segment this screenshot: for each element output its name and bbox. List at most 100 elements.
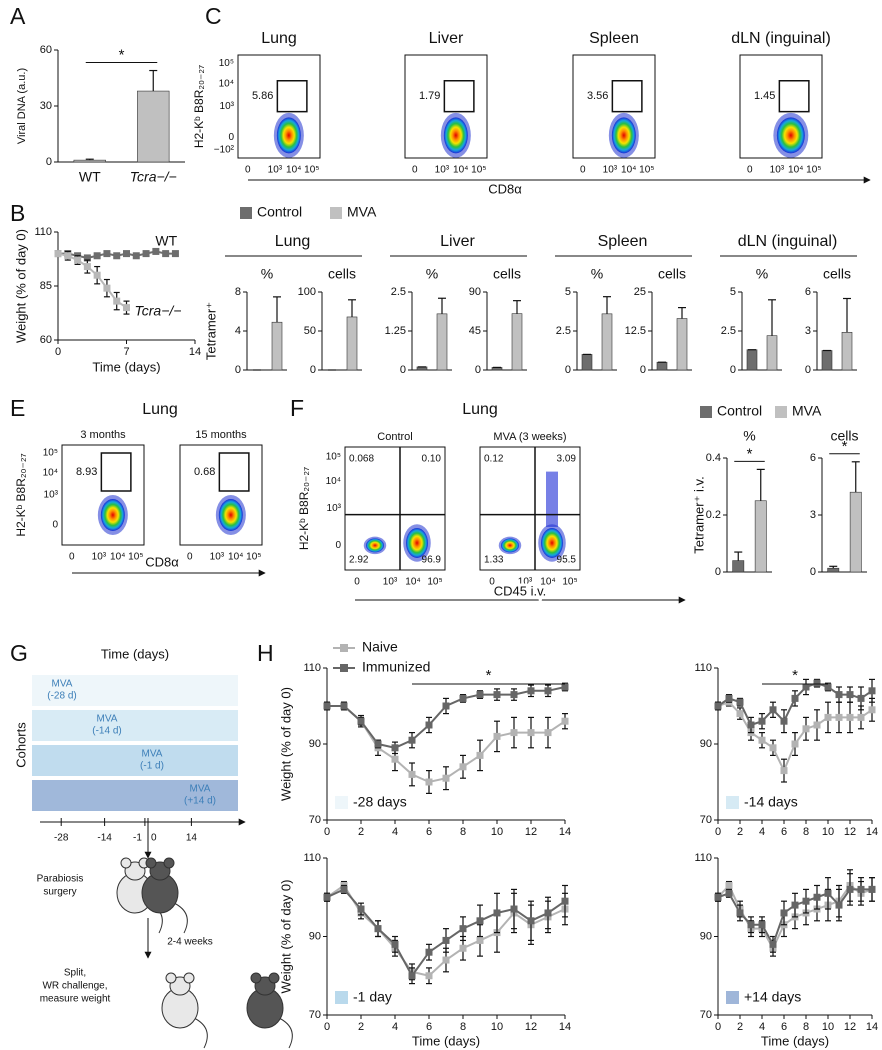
- point: [846, 713, 854, 721]
- x-tick-label: 4: [392, 1021, 398, 1033]
- y-tick-label: 0: [310, 364, 316, 376]
- panel-letter: F: [290, 395, 304, 421]
- x-tick-label: 10⁵: [562, 577, 577, 588]
- time-tick-label: 0: [151, 833, 157, 844]
- cohort-label: MVA: [190, 784, 211, 795]
- bar: [346, 316, 358, 371]
- group-title: Liver: [440, 233, 475, 250]
- y-tick-label: 10⁵: [326, 451, 341, 462]
- quadrant-percent: 3.09: [557, 454, 577, 465]
- gate-percent: 5.86: [252, 90, 273, 102]
- y-tick-label: 10³: [220, 101, 235, 112]
- mouse-tail: [193, 1017, 208, 1049]
- x-tick-label: 12: [525, 1021, 537, 1033]
- y-tick-label: 110: [34, 226, 52, 238]
- x-tick-label: 10: [822, 826, 834, 838]
- point: [824, 713, 832, 721]
- flow-plot-frame: [61, 444, 145, 546]
- point: [459, 763, 467, 771]
- gate-percent: 8.93: [76, 466, 97, 478]
- point: [813, 893, 821, 901]
- mouse-ear: [183, 972, 195, 984]
- chart-label: cells: [823, 266, 851, 282]
- x-tick-label: 10⁵: [128, 552, 143, 563]
- point: [802, 897, 810, 905]
- cohort-label: (+14 d): [184, 796, 216, 807]
- mouse-tail: [278, 1017, 293, 1049]
- x-tick-label: 6: [781, 1021, 787, 1033]
- flow-plot-frame: [572, 54, 656, 159]
- step-label: 2-4 weeks: [167, 937, 213, 948]
- y-tick-label: 70: [309, 814, 321, 826]
- legend-swatch: [330, 207, 342, 219]
- plot-title: 3 months: [80, 429, 126, 441]
- y-tick-label: 4: [235, 325, 241, 337]
- y-tick-label: 100: [298, 286, 316, 298]
- y-tick-label: 70: [309, 1009, 321, 1021]
- point: [425, 972, 433, 980]
- point: [171, 250, 179, 258]
- plot-title: Lung: [261, 30, 297, 47]
- x-tick-label: 0: [187, 552, 193, 563]
- legend-label: MVA: [792, 403, 822, 419]
- significance-star: *: [119, 47, 125, 64]
- quadrant-percent: 0.10: [422, 454, 442, 465]
- x-tick-label: 10³: [435, 165, 450, 176]
- bar: [766, 335, 778, 371]
- y-tick-label: 70: [700, 1009, 712, 1021]
- bar: [746, 349, 758, 371]
- y-tick-label: 10⁴: [326, 476, 341, 487]
- y-axis-label: Weight (% of day 0): [278, 687, 293, 801]
- step-label: Parabiosis: [37, 874, 84, 885]
- point: [476, 751, 484, 759]
- mouse-ear: [120, 857, 132, 869]
- point: [93, 252, 101, 260]
- point: [103, 250, 111, 258]
- chart-label: cells: [328, 266, 356, 282]
- y-tick-label: 25: [634, 286, 646, 298]
- point: [493, 909, 501, 917]
- mouse-ear: [268, 972, 280, 984]
- x-tick-label: 10³: [383, 577, 398, 588]
- inset-label: -1 day: [353, 989, 392, 1005]
- x-tick-label: 10: [491, 1021, 503, 1033]
- point: [459, 694, 467, 702]
- point: [83, 254, 91, 262]
- y-tick-label: 110: [694, 852, 712, 864]
- point: [510, 691, 518, 699]
- cohort-label: MVA: [142, 749, 163, 760]
- y-tick-label: 3: [810, 509, 816, 521]
- point: [510, 905, 518, 913]
- chart-label: %: [756, 266, 768, 282]
- quadrant-percent: 95.5: [557, 555, 577, 566]
- flow-plot-frame: [404, 54, 488, 159]
- gate: [443, 80, 475, 113]
- chart-label: cells: [493, 266, 521, 282]
- x-tick-label: 10: [491, 826, 503, 838]
- legend-swatch: [700, 406, 712, 418]
- flow-plot-frame: [237, 54, 321, 159]
- gate-percent: 3.56: [587, 90, 608, 102]
- point: [725, 694, 733, 702]
- point: [857, 885, 865, 893]
- x-tick-label: 0: [580, 165, 586, 176]
- point: [323, 893, 331, 901]
- step-label: Split,: [64, 968, 86, 979]
- legend-label: Naive: [362, 639, 398, 655]
- cell-density: [100, 499, 125, 531]
- y-tick-label: 12.5: [625, 325, 646, 337]
- x-tick-label: 0: [354, 577, 360, 588]
- inset-label: -28 days: [353, 794, 407, 810]
- cohort-band: [32, 780, 238, 811]
- gate: [778, 80, 810, 113]
- y-tick-label: 110: [694, 662, 712, 674]
- point: [561, 897, 569, 905]
- point: [736, 909, 744, 917]
- point: [868, 885, 876, 893]
- point: [459, 944, 467, 952]
- y-tick-label: 3: [805, 325, 811, 337]
- time-tick-label: 14: [186, 833, 198, 844]
- point: [813, 679, 821, 687]
- point: [152, 247, 160, 255]
